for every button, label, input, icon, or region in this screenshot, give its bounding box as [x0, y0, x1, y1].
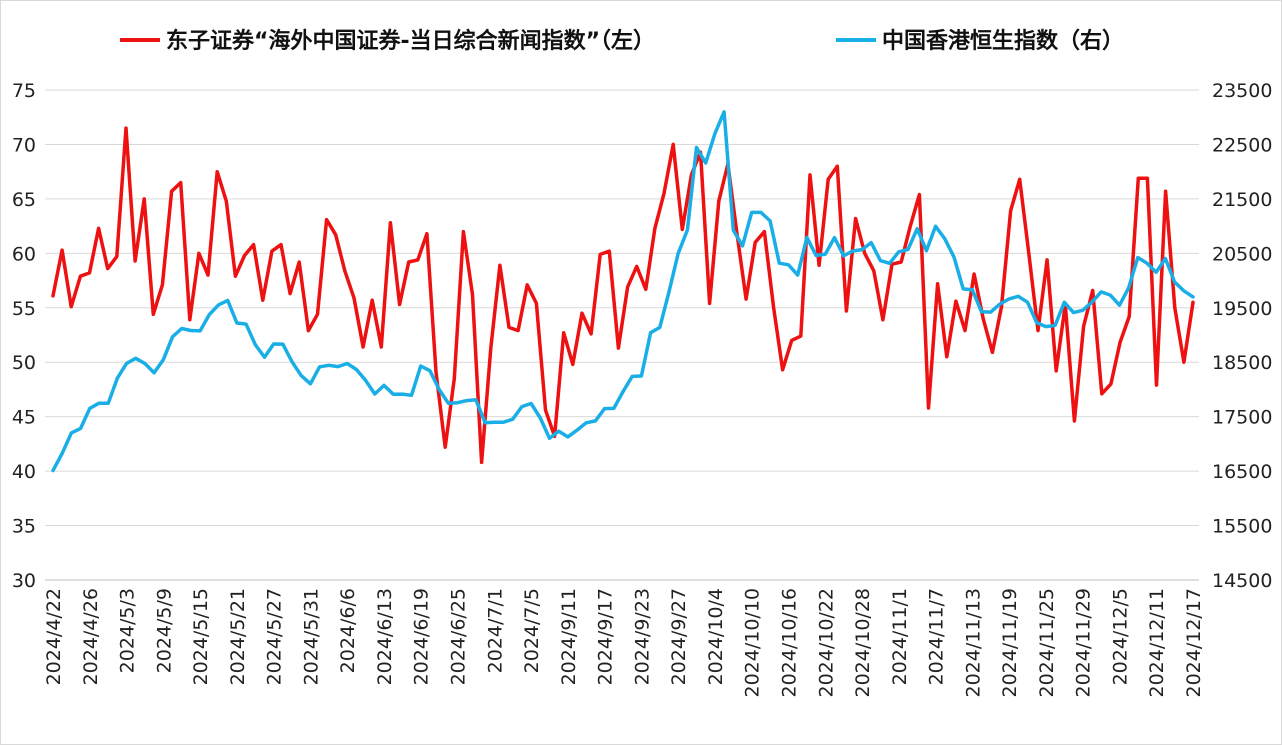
left-axis-ticks: 30 35 40 45 50 55 60 65 70 75: [12, 80, 36, 592]
x-axis-tick-label: 2024/7/5: [521, 588, 543, 673]
x-axis-tick-label: 2024/11/25: [1036, 588, 1058, 698]
legend-item-right-series: 中国香港恒生指数（右）: [836, 28, 1124, 54]
x-axis-tick-label: 2024/5/31: [300, 588, 322, 685]
left-axis-tick-label: 35: [12, 516, 36, 538]
right-axis-tick-label: 22500: [1212, 134, 1272, 156]
x-axis-tick-label: 2024/4/22: [43, 588, 65, 685]
x-axis-tick-label: 2024/9/11: [558, 588, 580, 685]
right-axis-tick-label: 14500: [1212, 570, 1272, 592]
x-axis-tick-label: 2024/11/13: [962, 588, 984, 698]
x-axis-tick-label: 2024/10/22: [815, 588, 837, 698]
series-line-hang-seng-index: [51, 110, 1195, 473]
x-axis-tick-label: 2024/9/27: [668, 588, 690, 685]
legend-label-left-series: 东子证券“海外中国证券-当日综合新闻指数”（左）: [166, 28, 655, 54]
left-axis-tick-label: 70: [12, 134, 36, 156]
x-axis-tick-label: 2024/11/7: [926, 588, 948, 685]
x-axis-tick-label: 2024/12/11: [1146, 588, 1168, 698]
x-axis-tick-label: 2024/10/28: [852, 588, 874, 698]
right-axis-tick-label: 23500: [1212, 80, 1272, 102]
x-axis-tick-label: 2024/5/21: [227, 588, 249, 685]
x-axis-tick-label: 2024/5/9: [153, 588, 175, 673]
series-line-news-index: [51, 126, 1195, 465]
left-axis-tick-label: 45: [12, 407, 36, 429]
x-axis-tick-label: 2024/9/17: [595, 588, 617, 685]
x-axis-tick-label: 2024/6/19: [411, 588, 433, 685]
legend-label-right-series: 中国香港恒生指数（右）: [882, 28, 1124, 54]
right-axis-tick-label: 21500: [1212, 189, 1272, 211]
legend-item-left-series: 东子证券“海外中国证券-当日综合新闻指数”（左）: [120, 28, 655, 54]
right-axis-tick-label: 19500: [1212, 298, 1272, 320]
series-layer: [51, 110, 1195, 473]
left-axis-tick-label: 60: [12, 243, 36, 265]
x-axis-tick-label: 2024/11/29: [1073, 588, 1095, 698]
x-axis-tick-label: 2024/6/6: [337, 588, 359, 673]
x-axis-tick-label: 2024/12/17: [1183, 588, 1205, 698]
left-axis-tick-label: 65: [12, 189, 36, 211]
legend: 东子证券“海外中国证券-当日综合新闻指数”（左） 中国香港恒生指数（右）: [120, 28, 1124, 54]
right-axis-tick-label: 18500: [1212, 352, 1272, 374]
x-axis-tick-label: 2024/10/4: [705, 588, 727, 685]
x-axis-tick-label: 2024/5/3: [117, 588, 139, 673]
left-axis-tick-label: 40: [12, 461, 36, 483]
right-axis-tick-label: 16500: [1212, 461, 1272, 483]
x-axis-tick-label: 2024/11/1: [889, 588, 911, 685]
x-axis-tick-label: 2024/10/10: [742, 588, 764, 698]
x-axis-tick-label: 2024/6/25: [448, 588, 470, 685]
x-axis-tick-label: 2024/5/15: [190, 588, 212, 685]
right-axis-tick-label: 15500: [1212, 516, 1272, 538]
x-axis-tick-label: 2024/10/16: [778, 588, 800, 698]
x-axis-tick-label: 2024/12/5: [1109, 588, 1131, 685]
left-axis-tick-label: 50: [12, 352, 36, 374]
left-axis-tick-label: 55: [12, 298, 36, 320]
x-axis-tick-label: 2024/6/13: [374, 588, 396, 685]
x-axis-tick-label: 2024/7/1: [484, 588, 506, 673]
right-axis-tick-label: 17500: [1212, 407, 1272, 429]
right-axis-tick-label: 20500: [1212, 243, 1272, 265]
right-axis-ticks: 14500 15500 16500 17500 18500 19500 20500 21500…: [1212, 80, 1272, 592]
x-axis-tick-label: 2024/5/27: [264, 588, 286, 685]
x-axis-ticks: 2024/4/22 2024/4/26 2024/5/3 2024/5/9 2024/5…: [43, 588, 1205, 698]
left-axis-tick-label: 30: [12, 570, 36, 592]
left-axis-tick-label: 75: [12, 80, 36, 102]
x-axis-tick-label: 2024/9/23: [631, 588, 653, 685]
x-axis-tick-label: 2024/4/26: [80, 588, 102, 685]
x-axis-tick-label: 2024/11/19: [999, 588, 1021, 698]
